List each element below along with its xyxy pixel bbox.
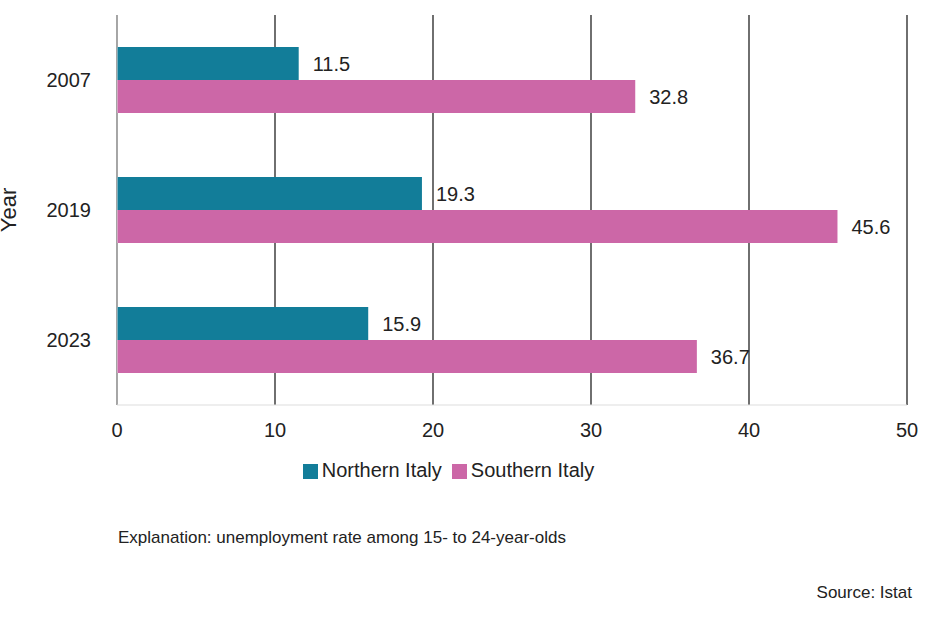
- svg-text:50: 50: [896, 419, 918, 441]
- svg-text:Year: Year: [8, 188, 21, 232]
- svg-text:2023: 2023: [47, 329, 92, 351]
- svg-text:0: 0: [111, 419, 122, 441]
- html-text:Southern Italy: Southern Italy: [470, 459, 595, 481]
- html-text:Source: Istat: Source: Istat: [816, 583, 912, 602]
- svg-text:15.9: 15.9: [382, 313, 421, 335]
- svg-text:32.8: 32.8: [649, 86, 688, 108]
- svg-text:45.6: 45.6: [851, 216, 890, 238]
- svg-text:30: 30: [580, 419, 602, 441]
- svg-text:10: 10: [264, 419, 286, 441]
- svg-text:40: 40: [738, 419, 760, 441]
- svg-text:2007: 2007: [47, 69, 92, 91]
- svg-text:36.7: 36.7: [711, 346, 750, 368]
- html-text:Explanation: unemployment rate: Explanation: unemployment rate among 15-…: [118, 528, 566, 547]
- svg-text:20: 20: [422, 419, 444, 441]
- svg-text:11.5: 11.5: [313, 53, 350, 75]
- html-text:Northern Italy: Northern Italy: [321, 459, 442, 481]
- svg-text:2019: 2019: [47, 199, 92, 221]
- svg-text:19.3: 19.3: [436, 183, 475, 205]
